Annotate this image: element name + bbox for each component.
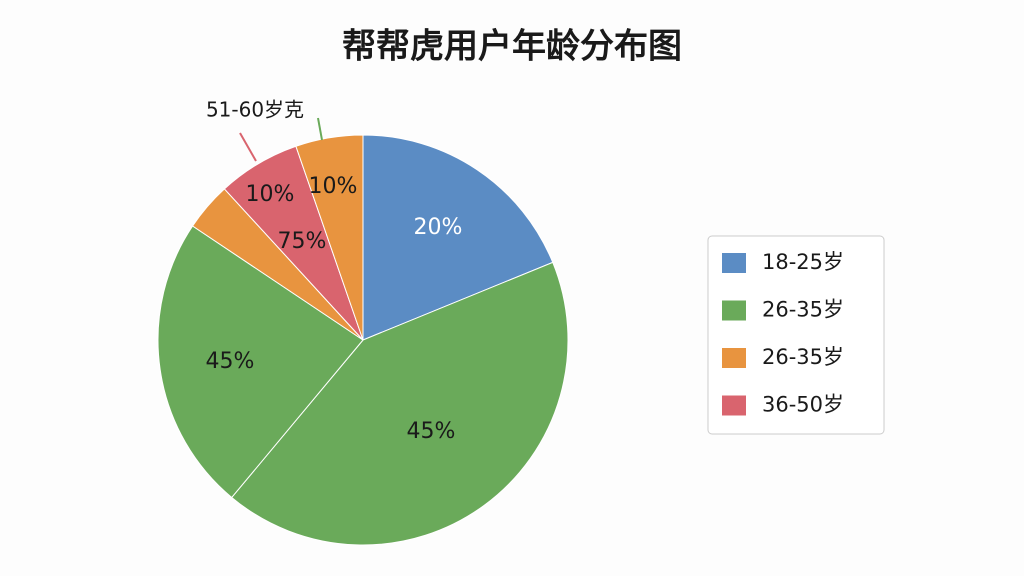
- pie-slice: [295, 134, 364, 341]
- legend-box: [707, 235, 885, 435]
- legend-swatch: [722, 348, 746, 368]
- legend-label: 18-25岁: [762, 250, 844, 274]
- legend: 18-25岁 26-35岁 26-35岁 36-50岁: [722, 250, 844, 417]
- legend-label: 36-50岁: [762, 393, 844, 417]
- data-label: 10%: [309, 174, 358, 199]
- data-label: 45%: [407, 419, 456, 444]
- leader-line: [317, 117, 323, 141]
- legend-swatch: [722, 300, 746, 321]
- legend-swatch: [722, 253, 746, 273]
- data-label: 75%: [278, 229, 327, 254]
- annotation: 51-60岁克: [206, 98, 304, 122]
- pie-slice: [362, 134, 554, 341]
- data-label: 45%: [206, 349, 255, 374]
- data-label: 20%: [414, 215, 463, 240]
- leader-line: [239, 132, 257, 162]
- chart-title: 帮帮虎用户年龄分布图: [342, 27, 682, 67]
- legend-label: 26-35岁: [762, 298, 844, 322]
- legend-swatch: [722, 395, 746, 416]
- data-label: 10%: [246, 182, 295, 207]
- pie-slice: [231, 261, 569, 546]
- pie: 20% 45% 45% 75% 10% 10%: [157, 134, 569, 546]
- pie-slice: [157, 225, 364, 499]
- legend-label: 26-35岁: [762, 345, 844, 369]
